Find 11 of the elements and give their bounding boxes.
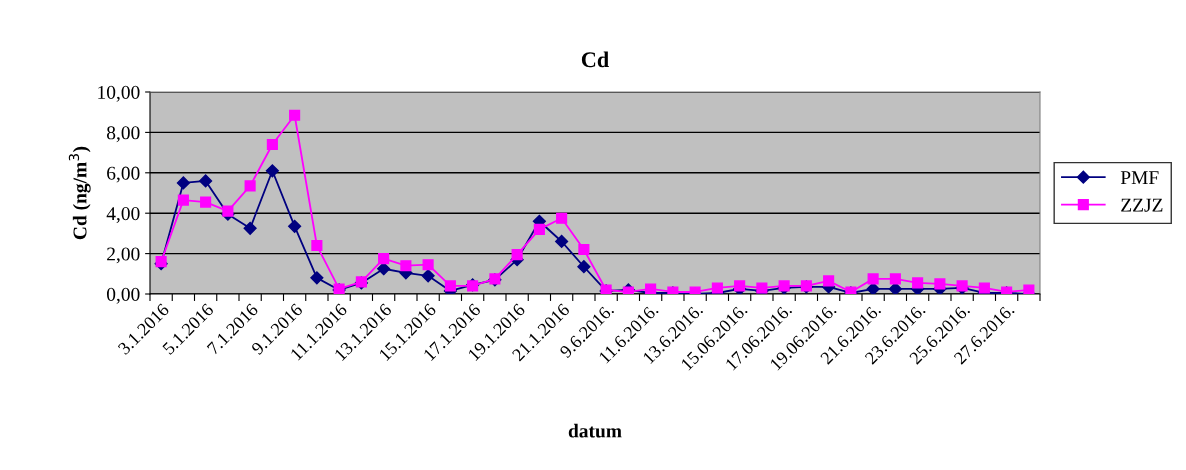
legend-label: ZZJZ [1121,198,1163,212]
y-tick-label: 10,00 [98,85,140,102]
y-tick-label: 0,00 [106,287,140,304]
y-tick-label: 2,00 [107,247,140,264]
x-axis-title: datum [568,423,622,438]
y-tick-label: 6,00 [107,166,140,183]
y-tick-label: 8,00 [106,126,140,143]
chart-title: Cd [581,51,609,68]
y-axis-title: Cd (ng/m$^{3}$) [68,146,91,240]
y-tick-label: 4,00 [106,207,140,223]
legend-label: PMF [1120,171,1159,184]
